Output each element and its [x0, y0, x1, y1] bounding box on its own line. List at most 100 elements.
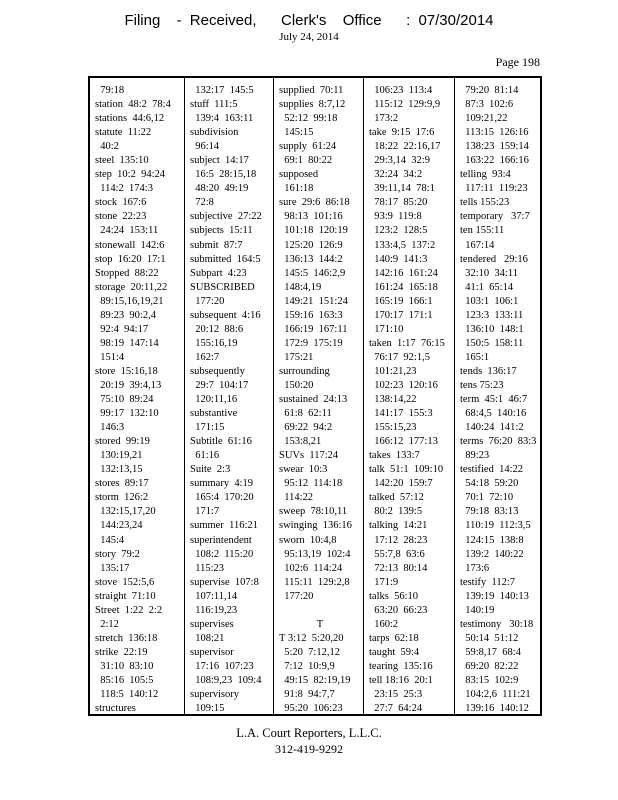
index-line: summary 4:19: [190, 478, 253, 490]
index-line: stores 89:17: [95, 478, 149, 490]
index-line: 167:14: [460, 239, 495, 251]
index-line: 29:3,14 32:9: [369, 155, 430, 167]
index-line: 76:17 92:1,5: [369, 351, 430, 363]
index-line: 24:24 153:11: [95, 225, 159, 237]
index-line: 166:19 167:11: [279, 323, 348, 335]
index-line: 55:7,8 63:6: [369, 548, 425, 560]
index-line: 117:11 119:23: [460, 183, 528, 195]
index-line: 89:15,16,19,21: [95, 295, 164, 307]
index-line: 110:19 112:3,5: [460, 520, 531, 532]
index-line: 17:16 107:23: [190, 660, 254, 672]
index-line: 173:6: [460, 562, 490, 574]
index-line: ten 155:11: [460, 225, 505, 237]
index-line: supervisor: [190, 646, 234, 658]
index-line: 133:4,5 137:2: [369, 239, 436, 251]
index-line: Subpart 4:23: [190, 267, 247, 279]
index-line: 89:23 90:2,4: [95, 309, 156, 321]
index-line: 118:5 140:12: [95, 689, 159, 701]
index-line: 63:20 66:23: [369, 604, 428, 616]
index-line: stove 152:5,6: [95, 576, 155, 588]
index-line: 49:15 82:19,19: [279, 674, 351, 686]
index-line: 155:15,23: [369, 422, 417, 434]
index-line: 7:12 10:9,9: [279, 660, 335, 672]
index-line: 142:20 159:7: [369, 478, 433, 490]
index-line: swear 10:3: [279, 464, 328, 476]
index-line: 150:5 158:11: [460, 337, 524, 349]
index-line: takes 133:7: [369, 450, 420, 462]
index-line: 139:16 140:12: [460, 703, 529, 714]
index-line: 18:22 22:16,17: [369, 141, 441, 153]
index-line: station 48:2 78:4: [95, 99, 171, 111]
index-line: tearing 135:16: [369, 660, 433, 672]
index-line: sure 29:6 86:18: [279, 197, 350, 209]
index-line: 98:13 101:16: [279, 211, 343, 223]
index-line: 32:24 34:2: [369, 169, 423, 181]
index-line: 95:20 106:23: [279, 703, 343, 714]
index-line: 150:20: [279, 379, 314, 391]
index-line: SUBSCRIBED: [190, 281, 255, 293]
index-line: 114:2 174:3: [95, 183, 153, 195]
index-line: 108:9,23 109:4: [190, 674, 262, 686]
index-line: T 3:12 5:20,20: [279, 632, 344, 644]
index-line: 20:19 39:4,13: [95, 379, 162, 391]
index-line: 151:4: [95, 351, 125, 363]
index-line: testify 112:7: [460, 576, 516, 588]
index-line: 101:21,23: [369, 365, 417, 377]
index-line: 79:20 81:14: [460, 85, 519, 96]
index-line: 132:13,15: [95, 464, 143, 476]
index-line: 72:13 80:14: [369, 562, 428, 574]
index-line: 124:15 138:8: [460, 534, 524, 546]
index-line: subsequent 4:16: [190, 309, 261, 321]
index-line: 171:7: [190, 506, 220, 518]
index-line: 136:10 148:1: [460, 323, 524, 335]
index-line: store 15:16,18: [95, 365, 158, 377]
document-date: July 24, 2014: [279, 31, 339, 43]
index-line: story 79:2: [95, 548, 140, 560]
index-line: stone 22:23: [95, 211, 147, 223]
index-line: 52:12 99:18: [279, 113, 338, 125]
index-line: 165:1: [460, 351, 490, 363]
index-line: sweep 78:10,11: [279, 506, 348, 518]
index-line: 138:23 159:14: [460, 141, 529, 153]
index-line: 177:20: [279, 590, 314, 602]
index-line: summer 116:21: [190, 520, 258, 532]
index-line: 130:19,21: [95, 450, 143, 462]
index-line: 83:15 102:9: [460, 674, 519, 686]
index-line: 104:2,6 111:21: [460, 689, 531, 701]
index-line: subjective 27:22: [190, 211, 262, 223]
document-title: Filing - Received, Clerk's Office : 07/3…: [124, 12, 494, 29]
index-line: 140:24 141:2: [460, 422, 524, 434]
index-line: 89:23: [460, 450, 490, 462]
index-line: 139:4 163:11: [190, 113, 254, 125]
index-line: 31:10 83:10: [95, 660, 154, 672]
index-line: 123:2 128:5: [369, 225, 428, 237]
index-line: superintendent: [190, 534, 252, 546]
index-line: straight 71:10: [95, 590, 156, 602]
index-line: 160:2: [369, 618, 399, 630]
index-line: 32:10 34:11: [460, 267, 518, 279]
index-line: 123:3 133:11: [460, 309, 524, 321]
index-line: 75:10 89:24: [95, 394, 154, 406]
index-line: 171:9: [369, 576, 399, 588]
index-line: 69:22 94:2: [279, 422, 333, 434]
index-line: 23:15 25:3: [369, 689, 423, 701]
index-line: taken 1:17 76:15: [369, 337, 445, 349]
index-line: 79:18: [95, 85, 125, 96]
index-line: 115:12 129:9,9: [369, 99, 441, 111]
index-line: steel 135:10: [95, 155, 149, 167]
index-line: talked 57:12: [369, 492, 424, 504]
index-line: 109:15: [190, 703, 225, 714]
index-line: 139:2 140:22: [460, 548, 524, 560]
index-line: submitted 164:5: [190, 253, 261, 265]
index-line: 145:5 146:2,9: [279, 267, 346, 279]
index-line: 135:17: [95, 562, 130, 574]
index-line: 69:20 82:22: [460, 660, 519, 672]
index-line: 41:1 65:14: [460, 281, 514, 293]
index-line: 114:22: [279, 492, 314, 504]
index-line: Stopped 88:22: [95, 267, 159, 279]
index-line: 165:19 166:1: [369, 295, 433, 307]
index-line: 142:16 161:24: [369, 267, 438, 279]
index-line: 92:4 94:17: [95, 323, 149, 335]
index-line: stonewall 142:6: [95, 239, 165, 251]
index-line: 120:11,16: [190, 394, 238, 406]
